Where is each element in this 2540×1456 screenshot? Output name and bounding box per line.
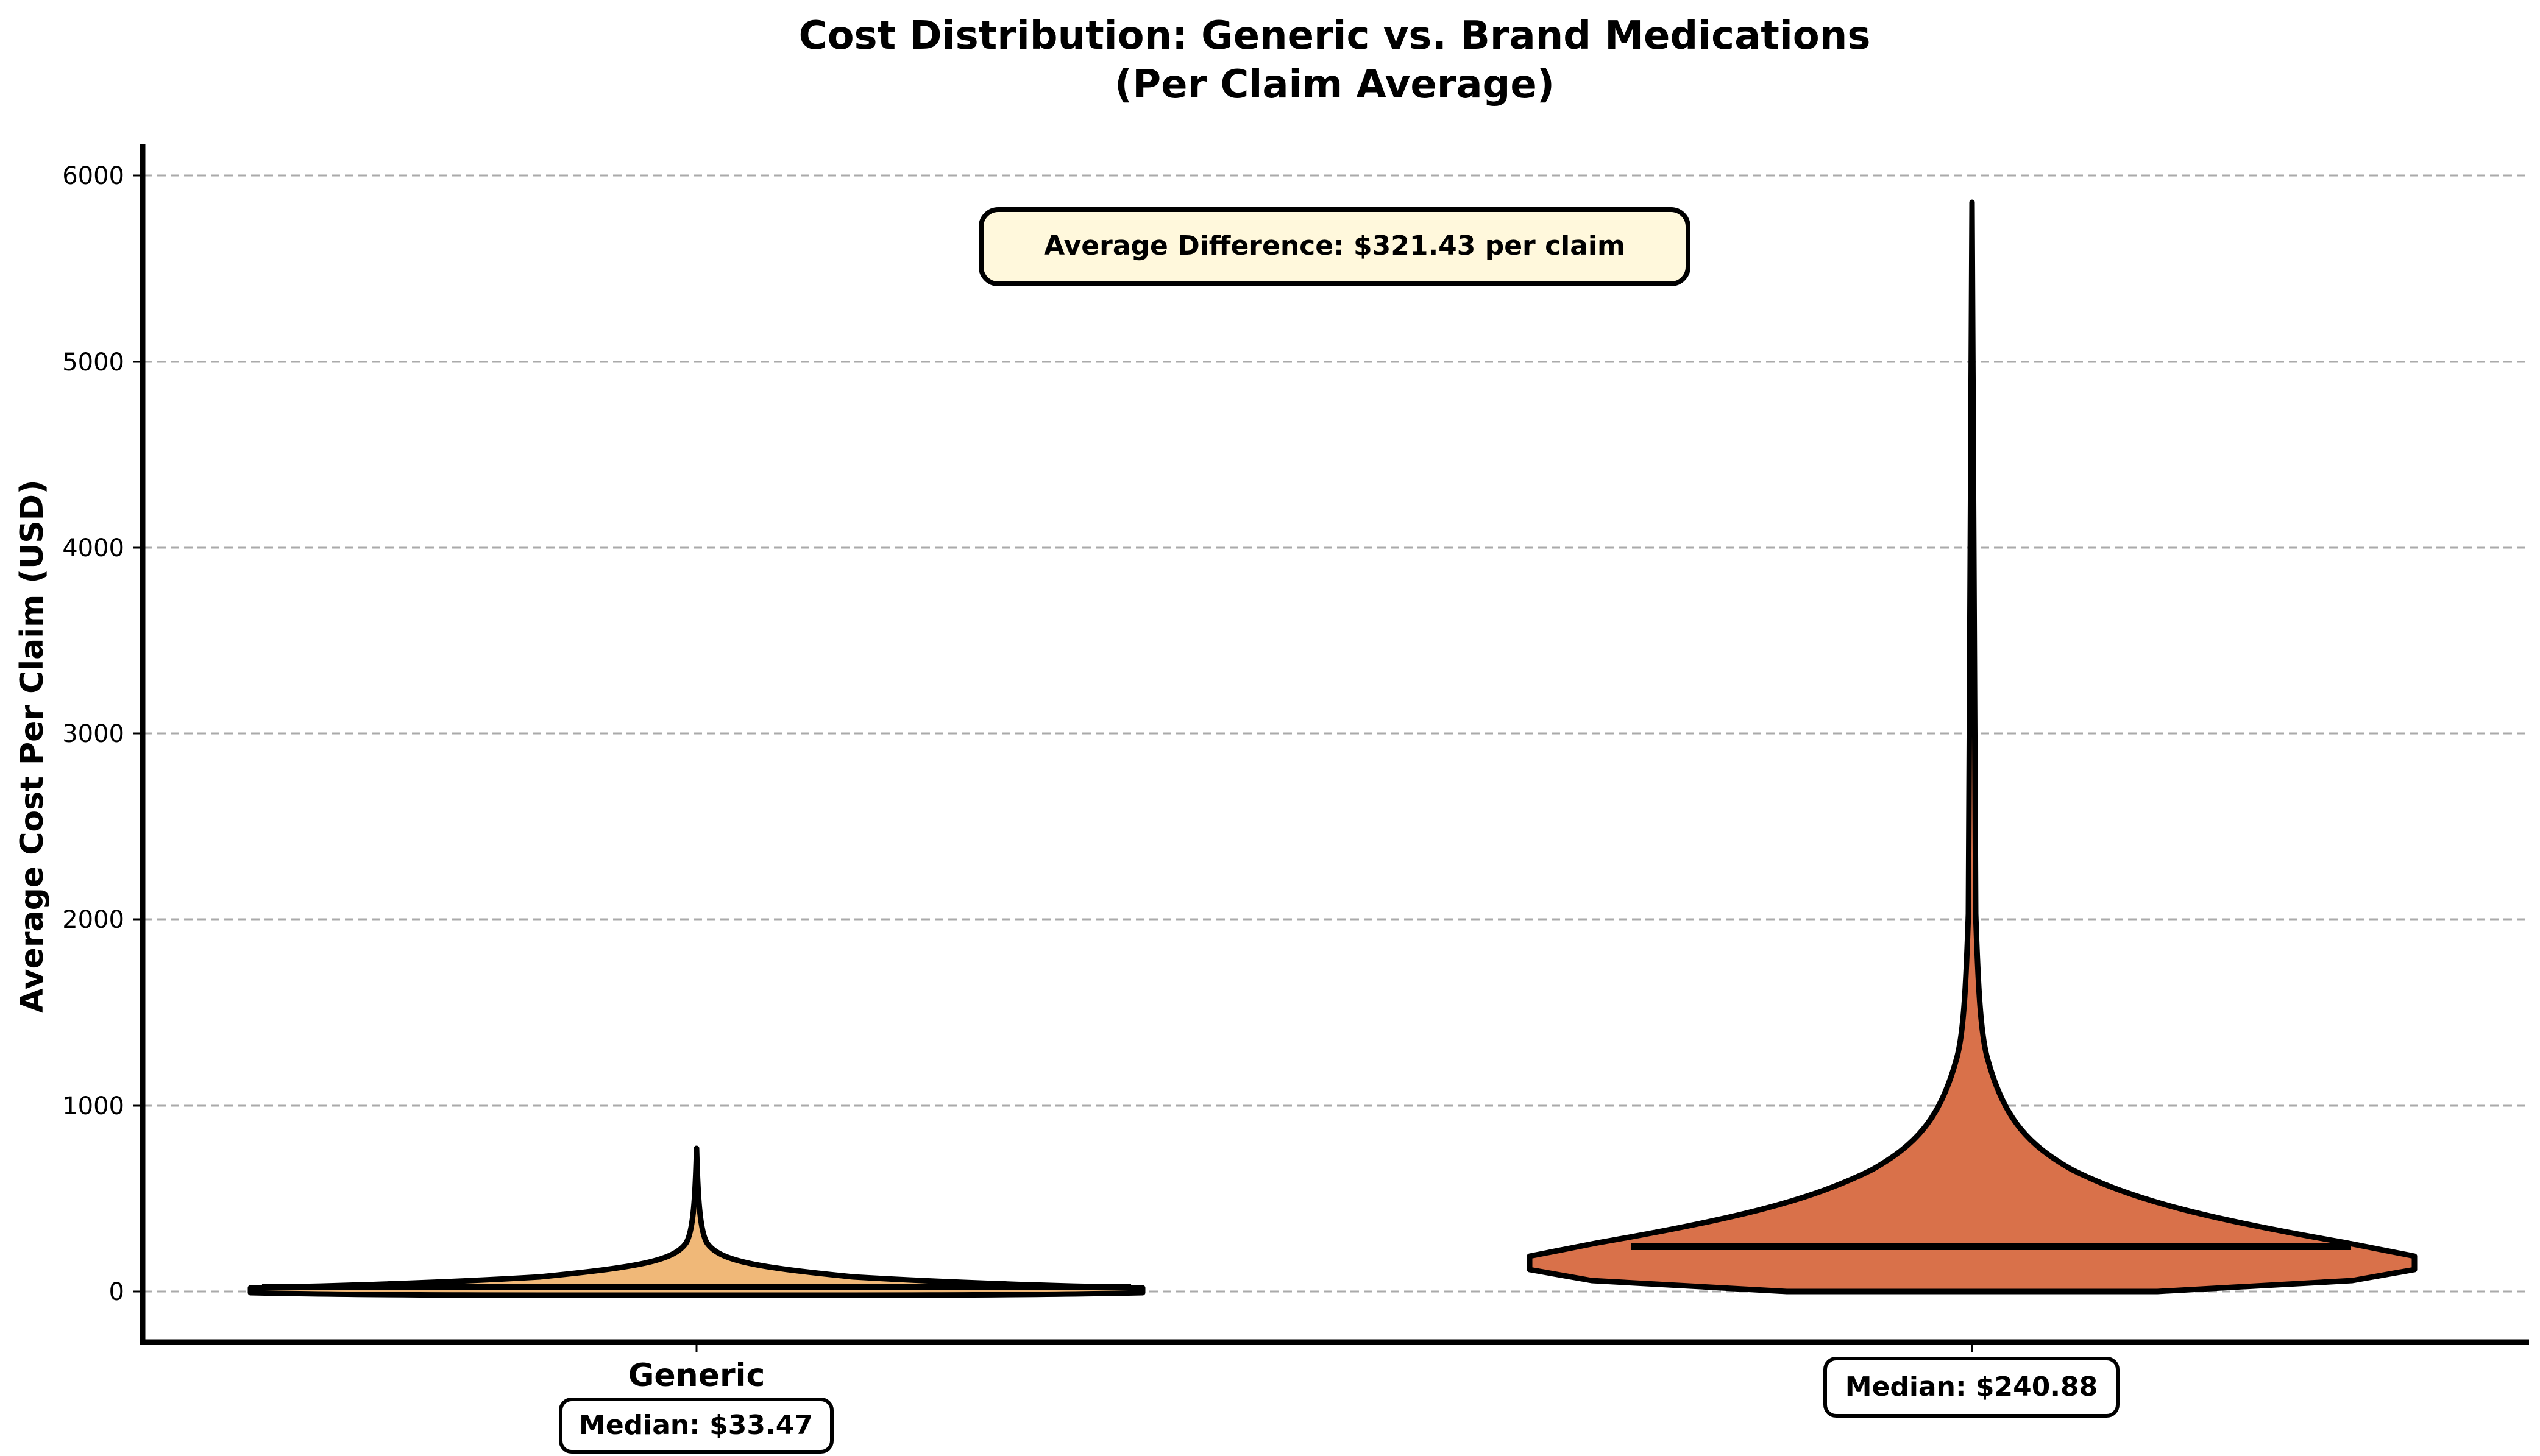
y-gridlines <box>144 174 2529 1293</box>
y-tick-label: 2000 <box>62 906 124 934</box>
y-tick-label: 3000 <box>62 720 124 748</box>
y-tick-label: 5000 <box>62 348 124 376</box>
avg-difference-text: Average Difference: $321.43 per claim <box>1044 230 1625 261</box>
y-axis-label: Average Cost Per Claim (USD) <box>14 479 51 1012</box>
y-axis-tick-labels: 0 1000 2000 3000 4000 5000 6000 <box>62 162 124 1306</box>
x-tick-label-generic: Generic <box>628 1357 765 1394</box>
y-tick-label: 1000 <box>62 1092 124 1120</box>
y-tick-label: 0 <box>109 1278 124 1306</box>
y-tick-label: 4000 <box>62 534 124 562</box>
median-generic-text: Median: $33.47 <box>579 1410 813 1441</box>
chart-subtitle: (Per Claim Average) <box>1115 62 1555 107</box>
median-brand-annotation: Median: $240.88 <box>1823 1357 2120 1418</box>
violin-generic <box>247 1145 1146 1298</box>
y-tick-label: 6000 <box>62 162 124 190</box>
median-generic-annotation: Median: $33.47 <box>559 1398 834 1454</box>
median-brand-text: Median: $240.88 <box>1845 1371 2098 1402</box>
violin-brand <box>1527 199 2418 1295</box>
avg-difference-annotation: Average Difference: $321.43 per claim <box>979 207 1690 286</box>
chart-title: Cost Distribution: Generic vs. Brand Med… <box>799 13 1871 58</box>
